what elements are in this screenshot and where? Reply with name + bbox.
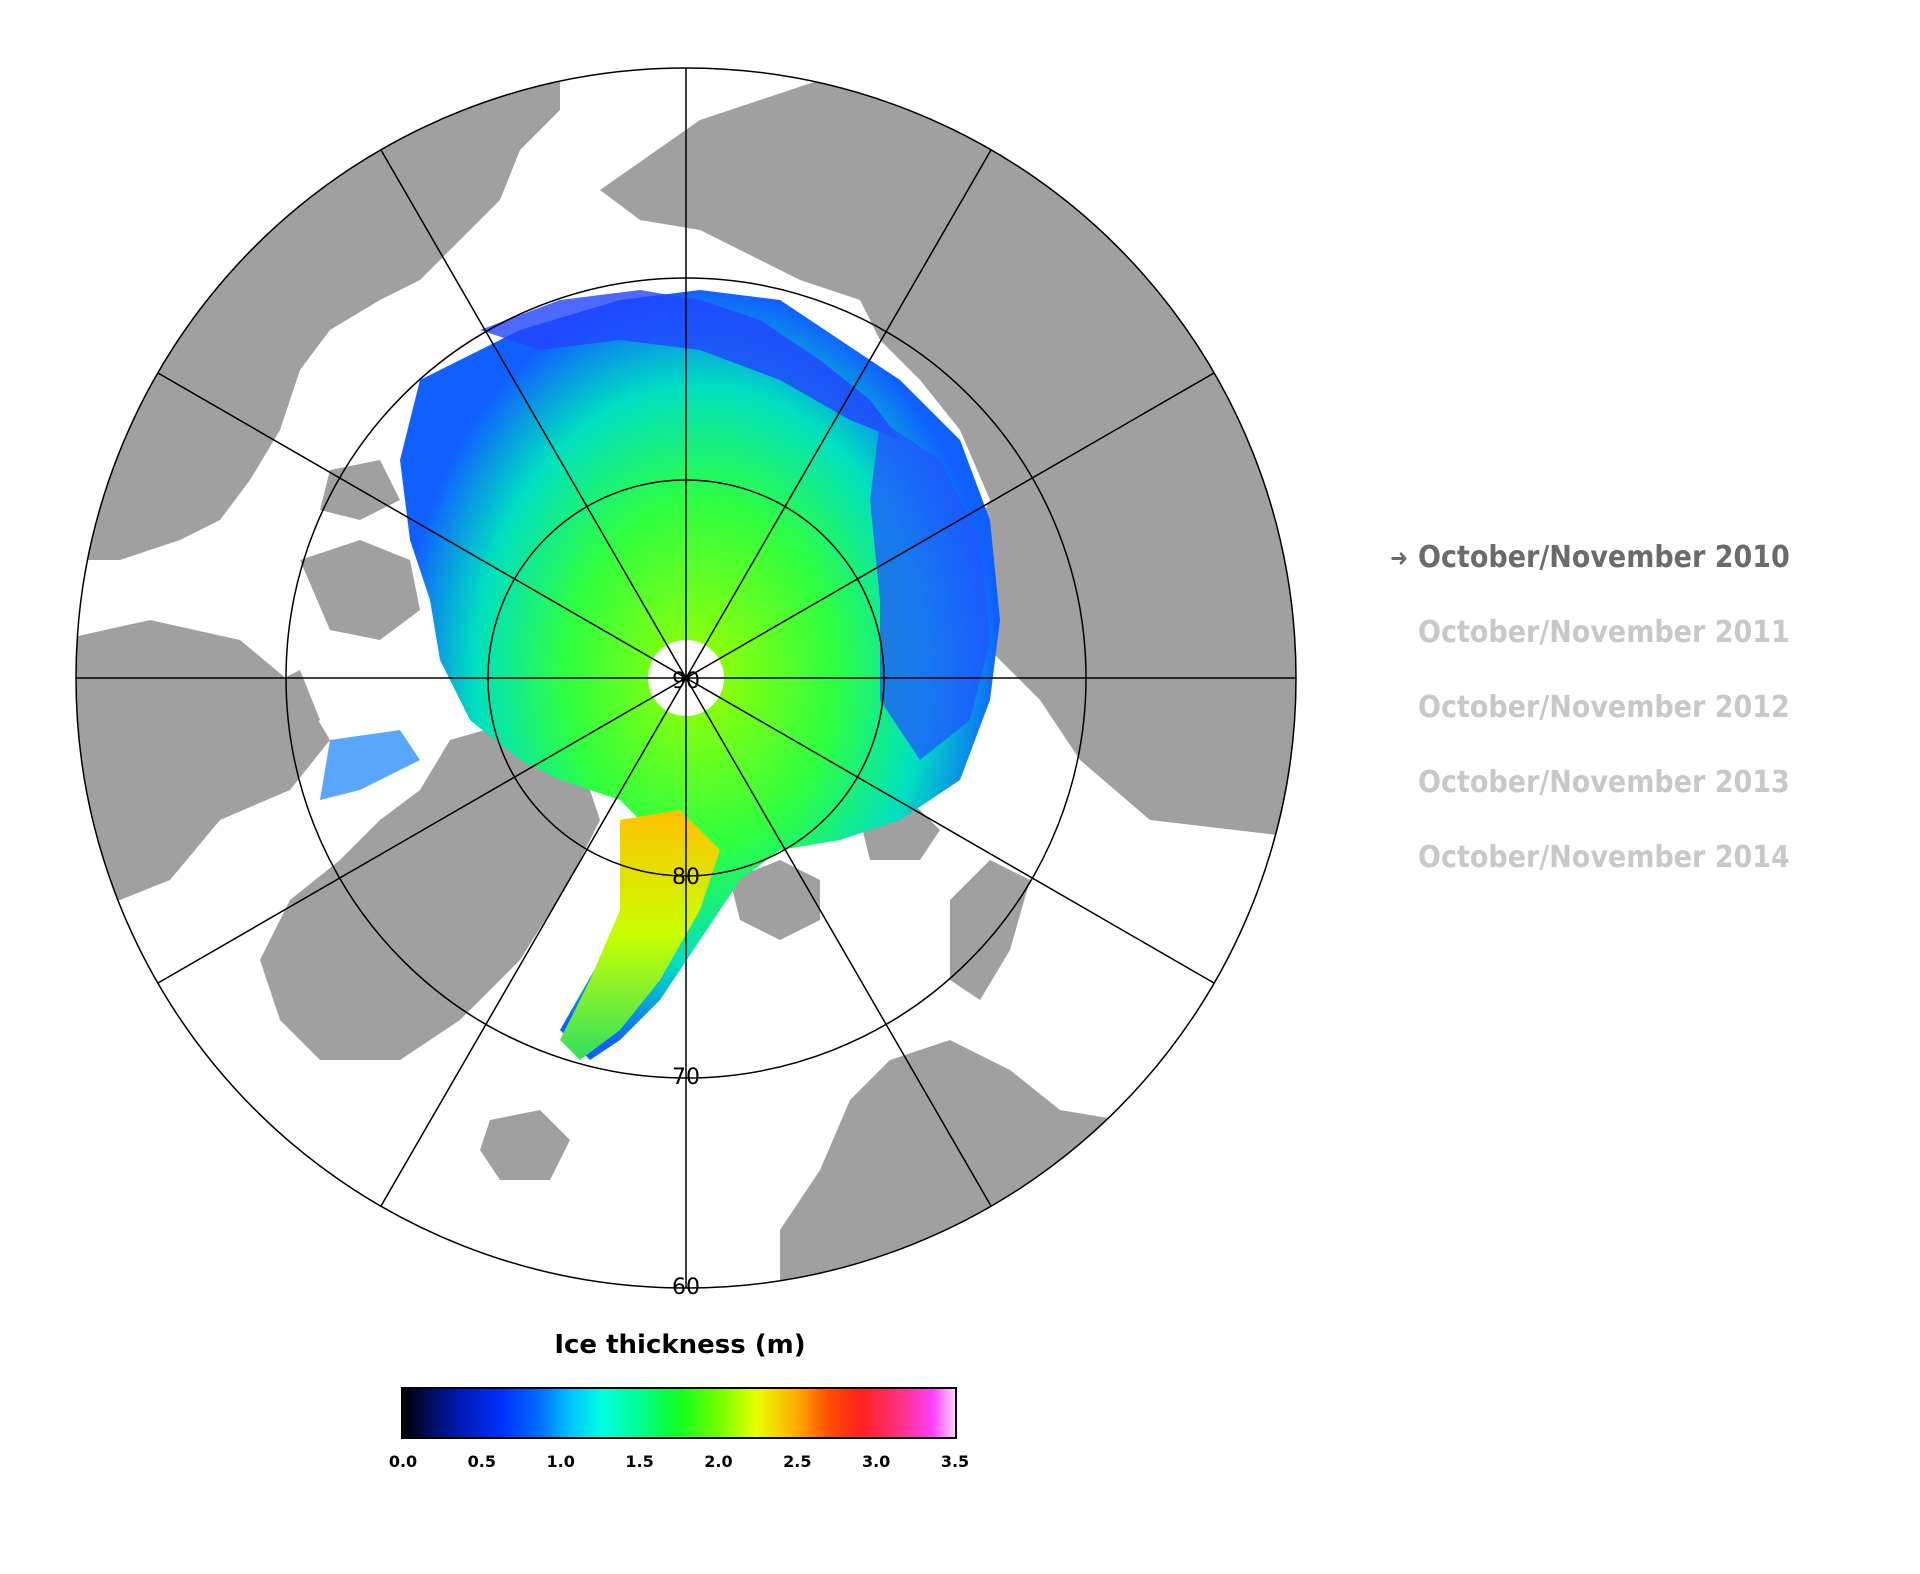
colorbar-tick-label: 0.0 (388, 1452, 418, 1471)
latitude-label-80: 80 (672, 865, 700, 890)
pole-label: 90 (672, 669, 700, 694)
period-label: October/November 2012 (1418, 690, 1790, 725)
legend-title: Ice thickness (m) (554, 1330, 806, 1360)
meridian-120 (157, 372, 1215, 984)
colorbar-tick-label: 2.0 (704, 1452, 733, 1471)
graticule (75, 67, 1297, 1289)
colorbar-tick-label: 3.5 (940, 1452, 970, 1471)
latitude-label-70: 70 (672, 1065, 700, 1090)
period-label: October/November 2014 (1418, 840, 1790, 875)
period-list: ➜ October/November 2010 October/November… (1390, 520, 1890, 895)
period-item-2013[interactable]: October/November 2013 (1390, 745, 1890, 820)
arrow-right-icon: ➜ (1390, 543, 1409, 572)
period-item-2010[interactable]: ➜ October/November 2010 (1390, 520, 1890, 595)
colorbar-tick-label: 2.5 (783, 1452, 812, 1471)
colorbar-tick-label: 3.0 (861, 1452, 891, 1471)
period-label: October/November 2010 (1418, 540, 1790, 575)
colorbar-tick-label: 1.0 (546, 1452, 575, 1471)
period-item-2012[interactable]: October/November 2012 (1390, 670, 1890, 745)
period-label: October/November 2011 (1418, 615, 1790, 650)
period-label: October/November 2013 (1418, 765, 1790, 800)
latitude-label-60: 60 (672, 1275, 700, 1300)
colorbar-tick-label: 0.5 (467, 1452, 497, 1471)
colorbar (401, 1387, 957, 1439)
period-item-2014[interactable]: October/November 2014 (1390, 820, 1890, 895)
colorbar-tick-label: 1.5 (625, 1452, 654, 1471)
period-item-2011[interactable]: October/November 2011 (1390, 595, 1890, 670)
